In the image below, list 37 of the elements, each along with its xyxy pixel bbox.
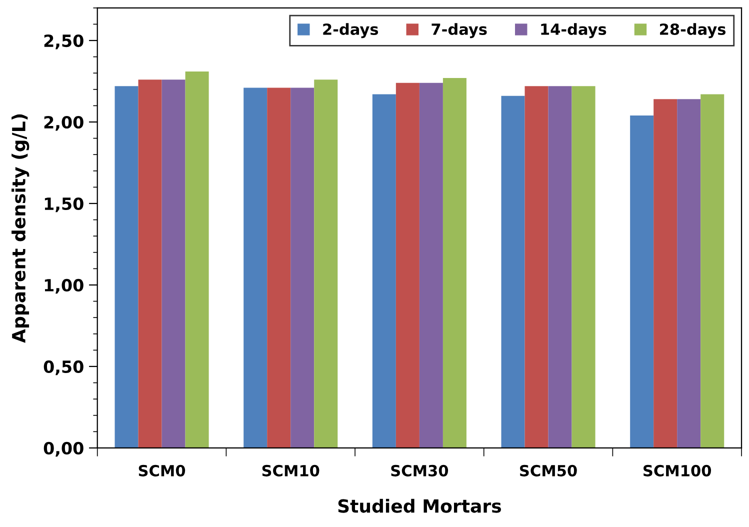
bar xyxy=(162,80,186,448)
legend-label: 2-days xyxy=(323,23,378,38)
bar xyxy=(442,78,466,448)
bar xyxy=(267,88,291,448)
bar xyxy=(677,99,701,448)
bar xyxy=(419,82,443,448)
bar xyxy=(396,82,420,448)
legend-label: 28-days xyxy=(660,23,726,38)
x-tick-label: SCM10 xyxy=(262,464,320,476)
bar xyxy=(244,88,268,448)
y-tick-label: 0,00 xyxy=(44,442,84,457)
x-axis-title: Studied Mortars xyxy=(338,498,501,513)
y-tick-label: 1,00 xyxy=(44,278,84,294)
x-tick-label: SCM30 xyxy=(391,464,448,476)
x-tick-label: SCM0 xyxy=(138,464,186,476)
legend-label: 14-days xyxy=(541,23,606,38)
bar xyxy=(314,80,338,448)
bar xyxy=(524,86,548,448)
bar xyxy=(290,88,314,448)
bar xyxy=(654,99,678,448)
bar xyxy=(372,94,396,448)
bar xyxy=(501,96,525,448)
y-tick-label: 1,50 xyxy=(44,197,84,212)
x-tick-label: SCM100 xyxy=(644,464,712,476)
bar xyxy=(185,71,209,448)
bar xyxy=(630,115,654,448)
y-axis-title: Apparent density (g/L) xyxy=(12,114,30,343)
legend-label: 7-days xyxy=(432,23,487,38)
bar xyxy=(114,86,138,448)
y-tick-label: 2,50 xyxy=(44,34,84,50)
bar xyxy=(138,80,162,448)
x-tick-label: SCM50 xyxy=(520,464,577,476)
bar xyxy=(572,86,596,448)
y-tick-label: 0,50 xyxy=(44,360,84,376)
y-tick-label: 2,00 xyxy=(44,116,84,131)
bar xyxy=(700,94,724,448)
bar xyxy=(548,86,572,448)
